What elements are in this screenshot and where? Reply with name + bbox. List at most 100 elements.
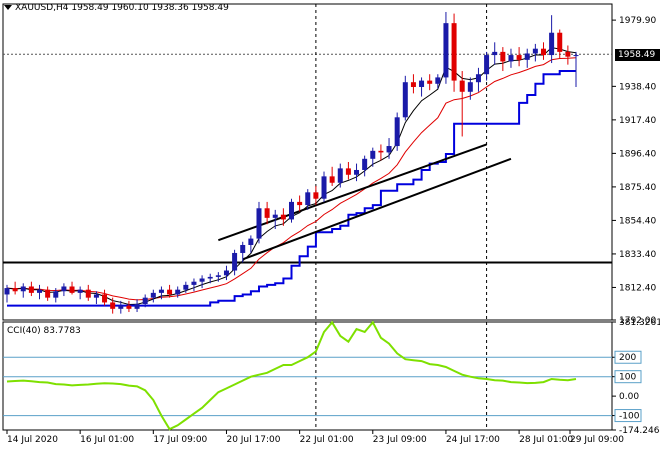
candle-body [280, 214, 286, 220]
candle-body [516, 55, 522, 60]
candle-body [28, 286, 34, 293]
candle-body [256, 208, 262, 239]
candle-body [573, 55, 579, 57]
cci-line [6, 320, 577, 431]
time-tick-label: 28 Jul 01:00 [519, 435, 573, 445]
candle-body [540, 48, 546, 56]
candle-body [118, 305, 124, 309]
candle-body [134, 304, 140, 309]
symbol-label: XAUUSD,H4 [15, 3, 69, 13]
cci-indicator-label: CCI(40) 83.7783 [7, 326, 81, 336]
ma-red-line [6, 57, 577, 301]
candle-body [215, 275, 221, 277]
candle-body [297, 201, 303, 206]
price-tick-label: 1833.40 [619, 250, 656, 260]
price-tick-label: 1812.40 [619, 283, 656, 293]
candle-body [20, 286, 26, 292]
candle-body [207, 276, 213, 279]
candle-body [93, 294, 99, 298]
candle-body [175, 289, 181, 295]
price-pane-frame [2, 3, 613, 321]
candle-body [199, 278, 205, 282]
candle-body [305, 192, 311, 206]
cci-tick-label: -174.2464 [619, 426, 660, 436]
candle-body [345, 168, 351, 175]
candle-body [402, 82, 408, 118]
candle-body [289, 201, 294, 220]
price-tick-label: 1938.40 [619, 82, 656, 92]
candle-body [337, 168, 343, 183]
candle-body [524, 53, 530, 60]
time-tick-label: 23 Jul 09:00 [373, 435, 427, 445]
candle-body [532, 48, 538, 54]
price-tick-label: 1792.00 [619, 316, 656, 326]
time-tick-label: 22 Jul 01:00 [300, 435, 354, 445]
candle-body [45, 289, 51, 298]
candle-body [191, 281, 197, 285]
candle-body [248, 238, 254, 245]
candle-body [110, 302, 116, 309]
candle-body [427, 80, 433, 84]
time-tick-label: 14 Jul 2020 [7, 435, 58, 445]
cci-level-box [614, 350, 642, 364]
candle-body [167, 289, 173, 295]
candle-body [362, 158, 368, 170]
candle-body [183, 284, 189, 290]
time-tick-label: 16 Jul 01:00 [80, 435, 134, 445]
cci-tick-label: -100 [619, 412, 640, 422]
candle-body [386, 146, 392, 153]
candle-body [329, 176, 335, 183]
time-tick-label: 24 Jul 17:00 [446, 435, 500, 445]
candle-body [158, 289, 164, 293]
trendline-1 [218, 143, 487, 242]
candle-body [435, 77, 441, 84]
candle-body [500, 51, 506, 62]
candle-body [467, 82, 473, 92]
candle-body [12, 288, 18, 292]
candle-body [150, 292, 156, 298]
candle-body [394, 117, 400, 147]
cci-level-box [614, 370, 642, 384]
price-tick-label: 1896.40 [619, 149, 656, 159]
cci-tick-label: 200 [619, 353, 636, 363]
collapse-triangle-icon[interactable] [4, 5, 12, 10]
cci-level-box [614, 409, 642, 423]
candle-body [264, 208, 270, 218]
candle-body [557, 32, 563, 52]
cci-tick-label: 100 [619, 373, 636, 383]
candle-body [313, 192, 319, 199]
symbol-info: XAUUSD,H4 1958.49 1960.10 1938.36 1958.4… [4, 3, 229, 13]
cci-tick-label: 381.3261 [619, 318, 660, 328]
candle-body [443, 23, 449, 78]
candle-body [77, 289, 83, 293]
candle-body [378, 150, 384, 153]
price-tick-label: 1854.40 [619, 216, 656, 226]
candle-body [102, 294, 108, 303]
candle-body [53, 291, 59, 298]
candle-body [549, 32, 555, 56]
trendline-2 [242, 157, 512, 261]
cci-pane-frame [2, 321, 613, 431]
cci-tick-label: 0.00 [619, 392, 639, 402]
candle-body [37, 289, 43, 293]
candle-body [69, 286, 75, 293]
candle-body [419, 80, 425, 87]
candle-body [475, 74, 481, 83]
candle-body [142, 297, 148, 305]
candle-body [459, 80, 465, 92]
candle-body [223, 270, 229, 276]
price-tick-label: 1875.40 [619, 183, 656, 193]
candle-body [370, 150, 376, 159]
candle-body [240, 244, 246, 253]
candle-body [508, 55, 514, 62]
candle-body [410, 82, 416, 87]
candle-body [4, 288, 10, 295]
current-price-tag: 1958.49 [615, 49, 660, 61]
candle-body [232, 252, 238, 271]
ohlc-values: 1958.49 1960.10 1938.36 1958.49 [71, 3, 229, 13]
candle-body [565, 51, 571, 57]
candle-body [321, 176, 327, 199]
trailing-stop-line [7, 70, 576, 307]
candle-body [61, 286, 67, 292]
